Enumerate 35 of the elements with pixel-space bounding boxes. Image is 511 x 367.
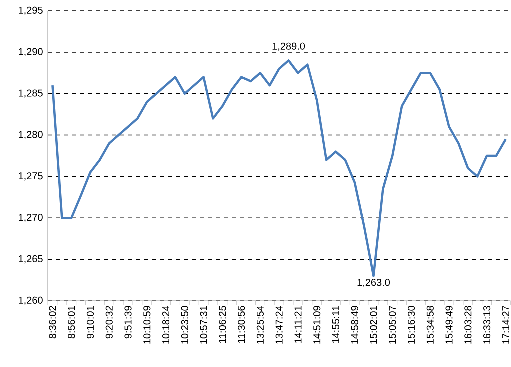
x-tick-label: 16:03:28 (464, 306, 472, 344)
x-tick-label: 15:34:58 (426, 306, 434, 344)
x-tick-label: 8:56:01 (68, 306, 76, 339)
x-tick-label: 15:49:49 (446, 306, 453, 344)
x-tick-label: 9:20:32 (106, 306, 113, 339)
data-label: 1,263.0 (358, 279, 390, 288)
y-tick-label: 1,290 (19, 48, 43, 57)
x-tick-label: 17:14:27 (502, 306, 510, 344)
y-tick-label: 1,285 (19, 90, 43, 98)
x-tick-label: 10:57:31 (200, 306, 208, 344)
x-tick-label: 10:18:24 (162, 306, 170, 344)
x-tick-label: 13:47:24 (276, 306, 283, 344)
x-tick-label: 9:51:39 (124, 306, 132, 339)
x-tick-label: 15:05:07 (389, 306, 396, 344)
x-tick-label: 16:33:13 (484, 306, 491, 344)
y-tick-label: 1,260 (19, 296, 43, 306)
x-tick-label: 11:06:25 (219, 306, 226, 344)
x-tick-label: 15:16:30 (408, 306, 416, 344)
x-tick-label: 14:55:11 (332, 306, 340, 344)
y-tick-label: 1,265 (19, 255, 43, 264)
x-tick-label: 13:25:54 (256, 306, 264, 344)
y-tick-label: 1,270 (19, 214, 43, 222)
x-tick-label: 14:58:49 (351, 306, 358, 344)
x-tick-label: 11:30:56 (238, 306, 246, 344)
y-tick-label: 1,275 (19, 172, 43, 181)
x-tick-label: 8:36:02 (49, 306, 56, 339)
x-tick-label: 10:23:50 (181, 306, 188, 344)
x-tick-label: 9:10:01 (86, 306, 94, 339)
x-tick-label: 14:11:21 (294, 306, 302, 344)
x-tick-label: 10:10:59 (144, 306, 151, 344)
y-tick-label: 1,280 (19, 131, 43, 140)
x-tick-label: 14:51:09 (314, 306, 321, 344)
y-tick-label: 1,295 (19, 6, 43, 16)
data-label: 1,289.0 (272, 42, 306, 52)
x-tick-label: 15:02:01 (370, 306, 378, 344)
